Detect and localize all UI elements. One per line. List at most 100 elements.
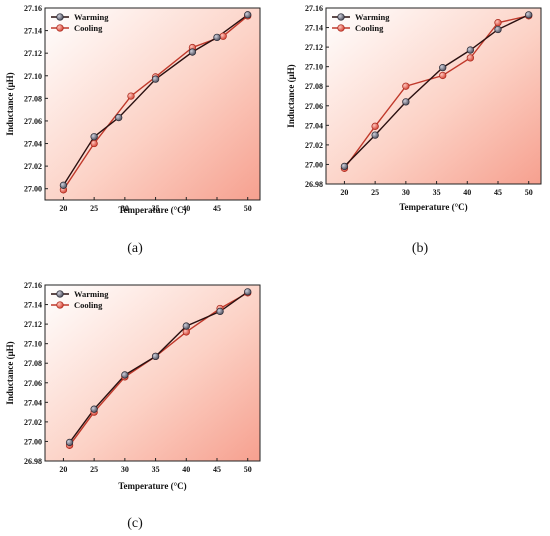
y-tick-label: 27.16 — [24, 4, 42, 13]
y-tick-label: 27.08 — [24, 359, 42, 368]
legend-label-warming: Warming — [74, 12, 109, 22]
y-axis-title: Inductance (μH) — [5, 72, 15, 135]
y-tick-label: 27.04 — [305, 121, 323, 130]
plot-frame — [44, 284, 261, 462]
x-tick-label: 25 — [90, 204, 98, 213]
y-axis-title: Inductance (μH) — [5, 341, 15, 404]
y-tick-label: 27.02 — [24, 418, 42, 427]
data-point-warming — [340, 162, 349, 171]
plot-background — [45, 8, 260, 200]
y-tick-label: 27.12 — [24, 49, 42, 58]
data-point-warming — [188, 48, 197, 56]
x-tick-label: 30 — [121, 204, 129, 213]
x-tick-label: 35 — [152, 204, 160, 213]
x-tick-label: 45 — [213, 204, 221, 213]
x-axis-title: Temperature (°C) — [118, 205, 186, 215]
y-tick-label: 26.98 — [305, 180, 323, 189]
legend-label-warming: Warming — [74, 289, 109, 299]
data-point-warming — [466, 46, 475, 54]
chart-panel-0: 27.00 27.02 27.04 27.06 27.08 27.10 27.12 27.14… — [5, 4, 261, 256]
plot-frame — [44, 7, 261, 201]
x-axis-title: Temperature (°C) — [399, 202, 467, 212]
x-tick-label: 45 — [213, 465, 221, 474]
x-tick-label: 40 — [182, 465, 190, 474]
data-point-warming — [59, 181, 68, 189]
y-axis-title: Inductance (μH) — [286, 64, 296, 127]
y-tick-label: 27.10 — [24, 72, 42, 81]
y-tick-label: 27.08 — [305, 82, 323, 91]
legend-swatch-marker — [56, 13, 64, 21]
data-point-warming — [151, 352, 160, 361]
plot-background — [326, 8, 541, 184]
plot-background — [45, 285, 260, 461]
data-point-cooling — [90, 139, 98, 148]
chart-panel-1: 26.98 27.00 27.02 27.04 27.06 27.08 27.10 27.12… — [286, 4, 542, 256]
x-tick-label: 20 — [340, 188, 348, 197]
data-point-warming — [151, 75, 160, 83]
x-tick-label: 35 — [433, 188, 441, 197]
data-point-cooling — [494, 19, 502, 27]
data-point-warming — [65, 438, 74, 447]
x-tick-label: 35 — [152, 465, 160, 474]
data-point-cooling — [127, 92, 135, 100]
data-point-warming — [213, 33, 221, 42]
data-point-warming — [121, 371, 129, 379]
legend-label-cooling: Cooling — [74, 23, 103, 33]
y-tick-label: 27.06 — [305, 102, 323, 111]
data-point-cooling — [466, 54, 475, 62]
x-tick-label: 20 — [59, 204, 67, 213]
y-tick-label: 27.16 — [305, 4, 323, 13]
data-point-warming — [182, 322, 190, 330]
x-tick-label: 45 — [494, 188, 502, 197]
y-tick-label: 27.00 — [24, 437, 42, 446]
data-point-warming — [244, 288, 252, 296]
plot-frame — [325, 7, 542, 185]
y-tick-label: 27.02 — [24, 162, 42, 171]
data-point-warming — [402, 98, 410, 106]
y-tick-label: 27.06 — [24, 379, 42, 388]
x-tick-label: 25 — [90, 465, 98, 474]
x-tick-label: 50 — [244, 204, 252, 213]
legend-label-warming: Warming — [355, 12, 390, 22]
x-tick-label: 30 — [402, 188, 410, 197]
x-axis-title: Temperature (°C) — [118, 481, 186, 491]
legend-label-cooling: Cooling — [74, 300, 103, 310]
data-point-warming — [494, 25, 502, 34]
y-tick-label: 26.98 — [24, 457, 42, 466]
y-tick-label: 27.04 — [24, 398, 42, 407]
y-tick-label: 27.14 — [24, 301, 42, 310]
legend-swatch-marker — [56, 301, 64, 309]
y-tick-label: 27.10 — [24, 340, 42, 349]
y-tick-label: 27.12 — [24, 320, 42, 329]
data-point-cooling — [402, 82, 410, 90]
data-point-warming — [216, 307, 224, 316]
y-tick-label: 27.00 — [305, 160, 323, 169]
x-tick-label: 40 — [182, 204, 190, 213]
y-tick-label: 27.00 — [24, 185, 42, 194]
panel-label: (c) — [127, 516, 143, 531]
y-tick-label: 27.04 — [24, 140, 42, 149]
x-tick-label: 30 — [121, 465, 129, 474]
data-point-cooling — [439, 71, 447, 80]
legend-label-cooling: Cooling — [355, 23, 384, 33]
data-point-warming — [244, 11, 252, 19]
y-tick-label: 27.08 — [24, 94, 42, 103]
chart-panel-2: 26.98 27.00 27.02 27.04 27.06 27.08 27.10 27.12… — [5, 281, 261, 531]
data-point-warming — [439, 63, 447, 72]
data-point-warming — [525, 11, 533, 19]
panel-label: (a) — [127, 241, 143, 256]
panel-label: (b) — [412, 241, 429, 256]
data-point-cooling — [371, 122, 379, 130]
data-point-warming — [90, 405, 98, 413]
y-tick-label: 27.02 — [305, 141, 323, 150]
y-tick-label: 27.06 — [24, 117, 42, 126]
x-tick-label: 40 — [463, 188, 471, 197]
y-tick-label: 27.16 — [24, 281, 42, 290]
data-point-warming — [90, 133, 98, 141]
legend-swatch-marker — [337, 24, 345, 32]
legend-swatch-marker — [56, 24, 64, 32]
y-tick-label: 27.10 — [305, 63, 323, 72]
x-tick-label: 50 — [244, 465, 252, 474]
y-tick-label: 27.12 — [305, 43, 323, 52]
